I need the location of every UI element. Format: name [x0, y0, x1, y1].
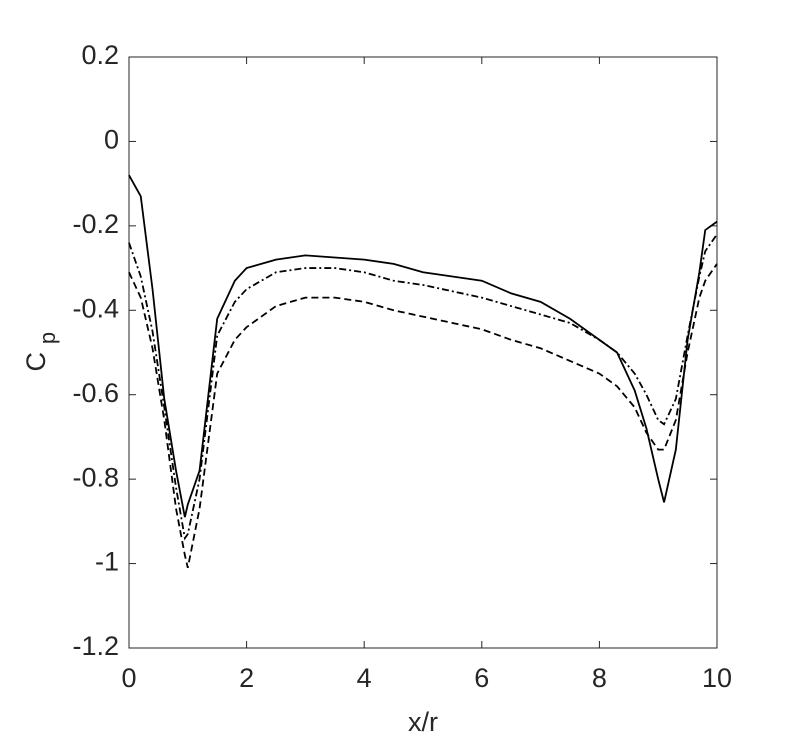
- y-tick-label: 0.2: [81, 40, 119, 70]
- x-tick-label: 4: [357, 663, 372, 693]
- y-tick-label: 0: [104, 125, 119, 155]
- y-tick-label: -1: [95, 547, 119, 577]
- data-line: [128, 233, 718, 541]
- plot-frame: [128, 56, 718, 649]
- x-tick-label: 10: [702, 663, 732, 693]
- y-axis-label-group: C p: [21, 332, 60, 372]
- y-axis-label-subscript: p: [35, 332, 60, 344]
- x-axis-label: x/r: [408, 707, 438, 737]
- y-tick-label: -1.2: [72, 631, 119, 661]
- y-tick-label: -0.2: [72, 209, 119, 239]
- x-tick-label: 0: [121, 663, 136, 693]
- y-tick-label: -0.8: [72, 462, 119, 492]
- x-tick-label: 6: [474, 663, 489, 693]
- y-tick-label: -0.4: [72, 293, 119, 323]
- data-line: [128, 263, 718, 568]
- x-tick-label: 2: [239, 663, 254, 693]
- y-tick-label: -0.6: [72, 378, 119, 408]
- y-axis-label: C: [21, 352, 51, 372]
- data-line: [128, 174, 718, 518]
- x-tick-label: 8: [592, 663, 607, 693]
